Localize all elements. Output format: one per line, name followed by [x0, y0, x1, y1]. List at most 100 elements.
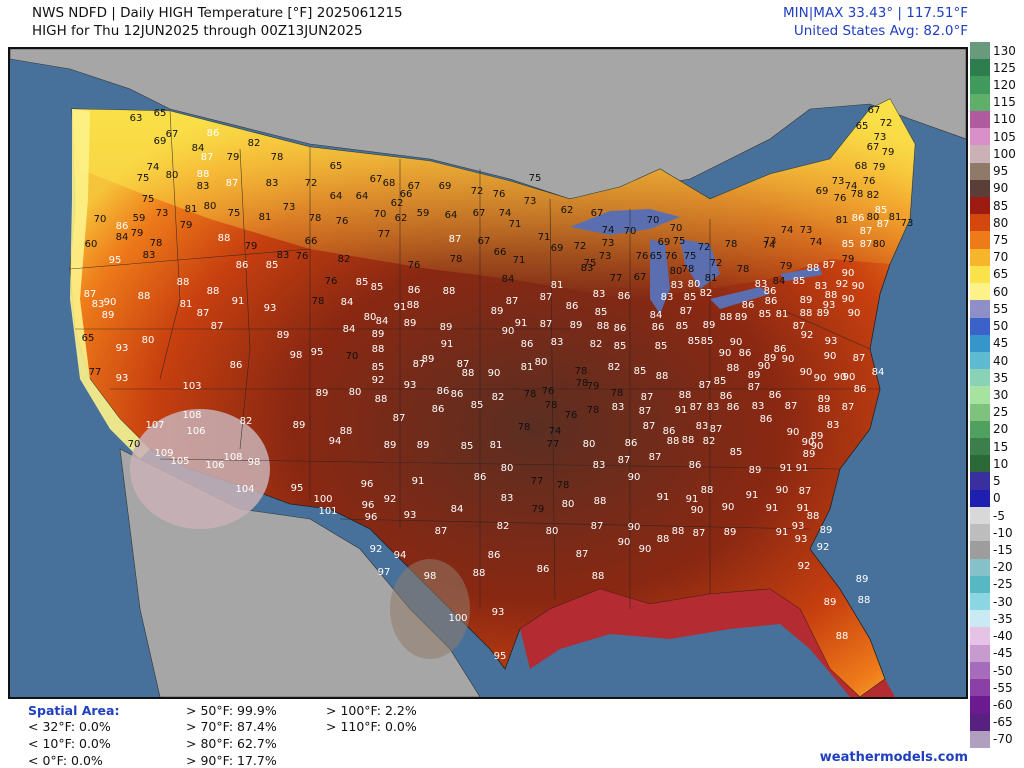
- colorbar-segment: [970, 730, 990, 749]
- temperature-value: 90: [776, 485, 789, 496]
- temperature-value: 90: [843, 372, 856, 383]
- colorbar-segment: [970, 489, 990, 508]
- temperature-value: 92: [384, 494, 397, 505]
- temperature-value: 82: [240, 416, 253, 427]
- temperature-value: 86: [451, 389, 464, 400]
- temperature-value: 84: [376, 316, 389, 327]
- lake-michigan: [650, 239, 670, 314]
- temperature-value: 88: [836, 631, 849, 642]
- temperature-value: 73: [832, 176, 845, 187]
- temperature-value: 69: [154, 136, 167, 147]
- temperature-value: 87: [842, 402, 855, 413]
- colorbar-segment: [970, 110, 990, 129]
- temperature-value: 87: [693, 528, 706, 539]
- colorbar-segment: [970, 231, 990, 250]
- temperature-value: 68: [855, 161, 868, 172]
- colorbar-segment: [970, 162, 990, 181]
- temperature-value: 76: [493, 189, 506, 200]
- lake-superior: [570, 209, 680, 235]
- temperature-value: 90: [719, 348, 732, 359]
- temperature-value: 90: [834, 372, 847, 383]
- temperature-value: 97: [378, 567, 391, 578]
- temperature-value: 86: [689, 460, 702, 471]
- temperature-value: 90: [787, 427, 800, 438]
- temperature-value: 70: [128, 439, 141, 450]
- temperature-value: 86: [625, 438, 638, 449]
- lake-ontario: [780, 267, 822, 281]
- temperature-value: 88: [807, 263, 820, 274]
- temperature-value: 85: [461, 441, 474, 452]
- temperature-value: 82: [590, 339, 603, 350]
- temperature-value: 77: [610, 273, 623, 284]
- temperature-value: 89: [724, 527, 737, 538]
- stat-above-100: > 100°F: 2.2%: [326, 703, 417, 718]
- colorbar-segment: [970, 76, 990, 95]
- temperature-value: 83: [501, 493, 514, 504]
- colorbar-tick-label: 5: [993, 474, 1001, 489]
- temperature-value: 85: [356, 277, 369, 288]
- colorbar-tick-label: 55: [993, 301, 1009, 316]
- temperature-value: 89: [491, 306, 504, 317]
- temperature-value: 88: [672, 526, 685, 537]
- temperature-value: 88: [462, 368, 475, 379]
- temperature-value: 78: [271, 152, 284, 163]
- colorbar-tick-label: 45: [993, 336, 1009, 351]
- temperature-value: 67: [478, 236, 491, 247]
- temperature-value: 70: [374, 209, 387, 220]
- temperature-value: 81: [259, 212, 272, 223]
- temperature-value: 89: [824, 597, 837, 608]
- temperature-value: 88: [858, 595, 871, 606]
- colorbar-tick-label: 60: [993, 284, 1009, 299]
- credit-link[interactable]: weathermodels.com: [819, 750, 968, 765]
- temperature-value: 82: [497, 521, 510, 532]
- temperature-value: 85: [684, 292, 697, 303]
- temperature-value: 88: [592, 571, 605, 582]
- temperature-value: 87: [641, 392, 654, 403]
- temperature-value: 76: [336, 216, 349, 227]
- temperature-value: 89: [803, 449, 816, 460]
- colorbar-segment: [970, 265, 990, 284]
- colorbar-segment: [970, 317, 990, 336]
- temperature-value: 88: [679, 390, 692, 401]
- temperature-value: 87: [643, 421, 656, 432]
- colorbar-tick-label: -10: [993, 525, 1013, 540]
- temperature-value: 93: [795, 534, 808, 545]
- temperature-value: 101: [318, 506, 337, 517]
- gulf-coast-warm-band: [520, 589, 895, 697]
- colorbar-segment: [970, 283, 990, 301]
- temperature-value: 98: [290, 350, 303, 361]
- temperature-value: 67: [370, 174, 383, 185]
- temperature-value: 91: [394, 302, 407, 313]
- temperature-value: 82: [608, 362, 621, 373]
- temperature-value: 87: [413, 359, 426, 370]
- colorbar-tick-label: 75: [993, 233, 1009, 248]
- temperature-value: 90: [758, 361, 771, 372]
- colorbar-tick-label: 15: [993, 439, 1009, 454]
- temperature-value: 76: [863, 176, 876, 187]
- temperature-value: 71: [509, 219, 522, 230]
- colorbar-segment: [970, 593, 990, 611]
- temperature-value: 76: [296, 251, 309, 262]
- temperature-value: 87: [591, 521, 604, 532]
- temperature-value: 90: [811, 441, 824, 452]
- temperature-value: 91: [766, 503, 779, 514]
- temperature-value: 78: [309, 213, 322, 224]
- colorbar-tick-label: -40: [993, 629, 1013, 644]
- temperature-value: 64: [356, 191, 369, 202]
- colorbar-segment: [970, 541, 990, 560]
- temperature-value: 70: [94, 214, 107, 225]
- temperature-value: 88: [657, 534, 670, 545]
- stat-above-50: > 50°F: 99.9%: [186, 703, 277, 718]
- temperature-value: 70: [346, 351, 359, 362]
- temperature-value: 90: [691, 505, 704, 516]
- temperature-value: 84: [502, 274, 515, 285]
- temperature-value: 90: [842, 268, 855, 279]
- temperature-value: 83: [661, 292, 674, 303]
- colorbar-tick-label: -50: [993, 663, 1013, 678]
- temperature-value: 88: [177, 277, 190, 288]
- temperature-value: 78: [557, 480, 570, 491]
- temperature-value: 89: [817, 308, 830, 319]
- temperature-value: 108: [223, 452, 242, 463]
- temperature-value: 75: [673, 236, 686, 247]
